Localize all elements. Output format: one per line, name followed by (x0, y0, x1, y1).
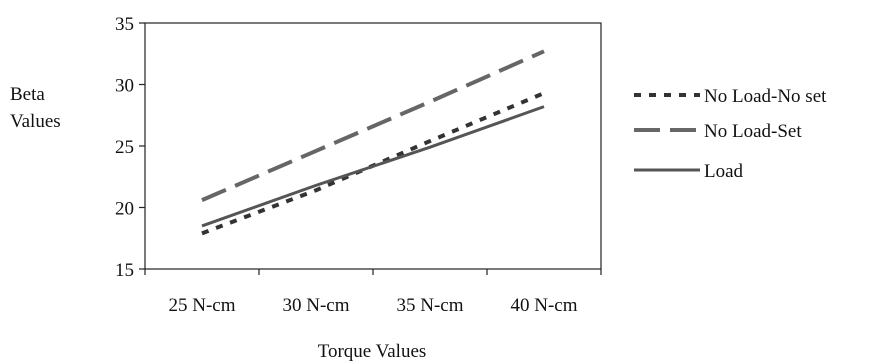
axes: 15 20 25 30 35 25 N-cm 30 N-cm 35 N-cm 40 N-cm (115, 14, 602, 316)
y-tick-label: 25 (115, 137, 134, 158)
series-line-2 (201, 49, 545, 202)
y-axis-title-line-2: Values (10, 111, 61, 132)
y-axis-title: Beta Values (10, 84, 61, 132)
plot-frame (144, 22, 602, 270)
x-tick-label: 30 N-cm (282, 295, 349, 316)
series-line-1 (201, 91, 545, 236)
legend-label: No Load-No set (704, 86, 827, 107)
legend-label: No Load-Set (704, 121, 802, 142)
plot-area (144, 22, 602, 270)
x-tick-label: 35 N-cm (396, 295, 463, 316)
x-axis-title: Torque Values (318, 341, 427, 362)
legend: No Load-No set No Load-Set Load (634, 86, 827, 182)
series-layer (201, 49, 545, 236)
x-tick-label: 25 N-cm (168, 295, 235, 316)
legend-label: Load (704, 161, 744, 182)
y-tick-label: 35 (115, 14, 134, 35)
y-axis-title-line-1: Beta (10, 84, 45, 105)
series-line-3 (201, 105, 545, 228)
x-tick-label: 40 N-cm (510, 295, 577, 316)
y-tick-label: 20 (115, 199, 134, 220)
y-tick-label: 30 (115, 76, 134, 97)
y-tick-label: 15 (115, 260, 134, 281)
